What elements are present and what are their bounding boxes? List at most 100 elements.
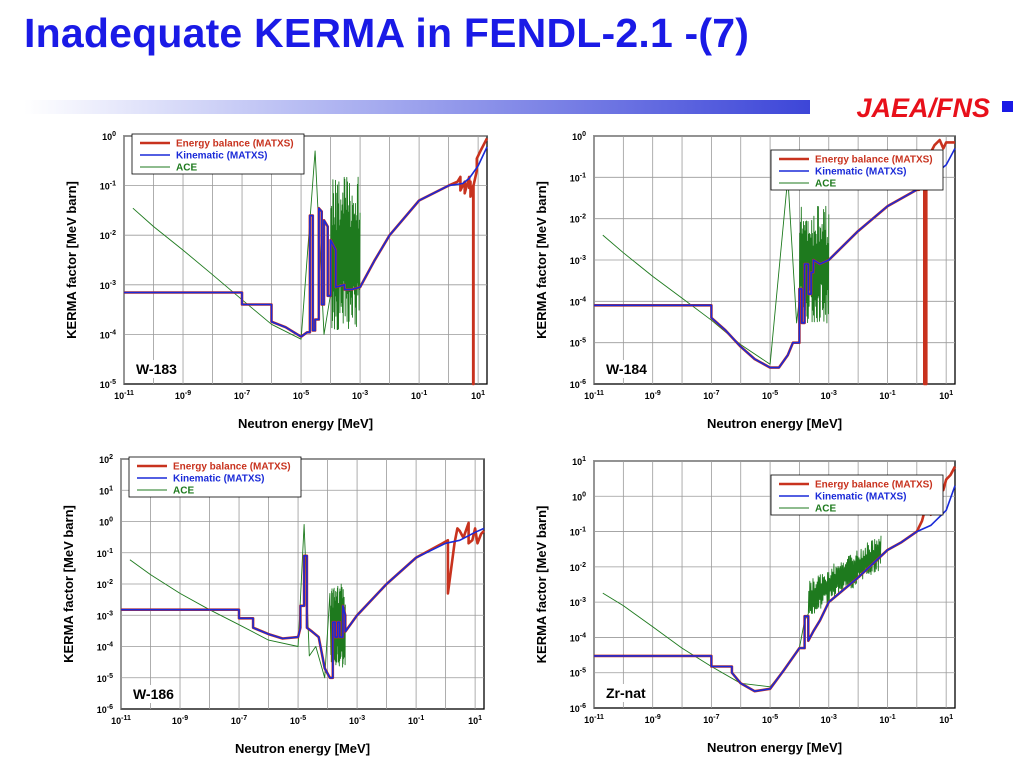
y-tick-label: 10-1 (570, 172, 586, 183)
y-tick-label: 10-3 (97, 610, 113, 621)
y-tick-label: 10-2 (97, 579, 113, 590)
x-tick-label: 10-1 (879, 714, 895, 725)
x-tick-label: 10-7 (703, 390, 719, 401)
series-line-kinematic-matxs (594, 148, 956, 369)
x-tick-label: 10-7 (703, 714, 719, 725)
x-axis-label: Neutron energy [MeV] (707, 416, 842, 431)
y-tick-label: 100 (99, 517, 113, 528)
y-tick-label: 10-6 (97, 704, 113, 715)
x-tick-label: 10-5 (290, 715, 306, 726)
y-tick-label: 100 (102, 131, 116, 142)
legend-entry: ACE (173, 486, 194, 497)
series-line-ace (132, 150, 361, 340)
x-tick-label: 10-5 (762, 390, 778, 401)
legend-box (131, 133, 305, 175)
x-tick-label: 10-11 (111, 715, 131, 726)
y-tick-label: 102 (99, 454, 113, 465)
x-tick-label: 10-3 (352, 390, 368, 401)
x-tick-label: 101 (939, 390, 953, 401)
y-tick-label: 10-5 (570, 668, 586, 679)
chart-panel-3: 10-11 10-9 10-7 10-5 10-3 10-1 101 10-6 10-5 10-4… (61, 454, 485, 756)
legend-entry: Energy balance (MATXS) (173, 462, 291, 473)
y-tick-label: 10-1 (100, 181, 116, 192)
y-axis-label: KERMA factor [MeV barn] (534, 181, 549, 339)
y-axis-label: KERMA factor [MeV barn] (64, 181, 79, 339)
y-tick-label: 10-2 (570, 562, 586, 573)
x-tick-label: 10-11 (584, 714, 604, 725)
organization-label: JAEA/FNS (856, 93, 990, 123)
x-tick-label: 10-1 (411, 390, 427, 401)
x-axis-label: Neutron energy [MeV] (707, 740, 842, 755)
y-axis-label: KERMA factor [MeV barn] (61, 505, 76, 663)
x-tick-label: 10-3 (349, 715, 365, 726)
y-tick-label: 10-3 (570, 597, 586, 608)
y-tick-label: 10-6 (570, 379, 586, 390)
x-tick-label: 10-5 (762, 714, 778, 725)
y-tick-label: 10-4 (570, 296, 586, 307)
y-tick-label: 10-4 (570, 632, 586, 643)
y-tick-label: 10-5 (570, 338, 586, 349)
panel-label: Zr-nat (606, 685, 646, 701)
legend: Energy balance (MATXS)Kinematic (MATXS)A… (128, 456, 302, 498)
series-line-kinematic-matxs (594, 485, 956, 692)
x-tick-label: 101 (471, 390, 485, 401)
x-tick-label: 10-1 (879, 390, 895, 401)
legend-entry: Kinematic (MATXS) (815, 167, 907, 178)
legend-entry: Kinematic (MATXS) (173, 474, 265, 485)
x-tick-label: 10-11 (584, 390, 604, 401)
legend: Energy balance (MATXS)Kinematic (MATXS)A… (131, 133, 305, 175)
y-tick-label: 100 (572, 131, 586, 142)
panel-label: W-183 (136, 361, 177, 377)
legend-entry: Kinematic (MATXS) (176, 151, 268, 162)
legend: Energy balance (MATXS)Kinematic (MATXS)A… (770, 474, 944, 516)
panel-label-background (130, 685, 178, 703)
y-tick-label: 100 (572, 491, 586, 502)
x-tick-label: 10-5 (293, 390, 309, 401)
x-tick-label: 101 (939, 714, 953, 725)
chart-panel-1: 10-11 10-9 10-7 10-5 10-3 10-1 101 10-5 10-4 10-3… (64, 131, 489, 431)
x-axis-label: Neutron energy [MeV] (238, 416, 373, 431)
y-tick-label: 10-3 (570, 255, 586, 266)
y-tick-label: 10-2 (570, 214, 586, 225)
grid (123, 135, 487, 384)
title-underline-bar (24, 100, 810, 114)
x-tick-label: 10-11 (114, 390, 134, 401)
y-tick-label: 10-1 (570, 527, 586, 538)
legend-entry: Energy balance (MATXS) (176, 139, 294, 150)
panel-label: W-186 (133, 686, 174, 702)
x-tick-label: 101 (468, 715, 482, 726)
y-tick-label: 10-4 (100, 329, 116, 340)
slide-title: Inadequate KERMA in FENDL-2.1 -(7) (24, 10, 750, 56)
y-tick-label: 10-1 (97, 548, 113, 559)
legend-entry: ACE (176, 163, 197, 174)
y-tick-label: 10-4 (97, 642, 113, 653)
legend-entry: Energy balance (MATXS) (815, 480, 933, 491)
legend-entry: Energy balance (MATXS) (815, 155, 933, 166)
chart-panel-4: 10-11 10-9 10-7 10-5 10-3 10-1 101 10-6 10-5 10-4… (534, 456, 957, 755)
bullet-square-icon (1002, 101, 1013, 112)
y-tick-label: 10-5 (100, 379, 116, 390)
legend: Energy balance (MATXS)Kinematic (MATXS)A… (770, 149, 944, 191)
x-tick-label: 10-3 (821, 714, 837, 725)
legend-entry: Kinematic (MATXS) (815, 492, 907, 503)
x-tick-label: 10-3 (821, 390, 837, 401)
x-tick-label: 10-9 (175, 390, 191, 401)
series-line-ace (602, 176, 830, 365)
series-line-kinematic-matxs (124, 146, 488, 338)
y-axis-label: KERMA factor [MeV barn] (534, 506, 549, 664)
y-tick-label: 10-6 (570, 703, 586, 714)
grid (120, 458, 484, 709)
panel-label-background (603, 684, 649, 702)
panel-label-background (603, 360, 651, 378)
y-tick-label: 10-3 (100, 280, 116, 291)
y-tick-label: 101 (572, 456, 586, 467)
legend-entry: ACE (815, 179, 836, 190)
series-line-kinematic-matxs (121, 527, 485, 679)
y-tick-label: 10-5 (97, 673, 113, 684)
x-tick-label: 10-9 (645, 390, 661, 401)
x-tick-label: 10-1 (408, 715, 424, 726)
panel-label: W-184 (606, 361, 647, 377)
chart-panel-2: 10-11 10-9 10-7 10-5 10-3 10-1 101 10-6 10-5 10-4… (534, 131, 956, 431)
x-tick-label: 10-7 (234, 390, 250, 401)
